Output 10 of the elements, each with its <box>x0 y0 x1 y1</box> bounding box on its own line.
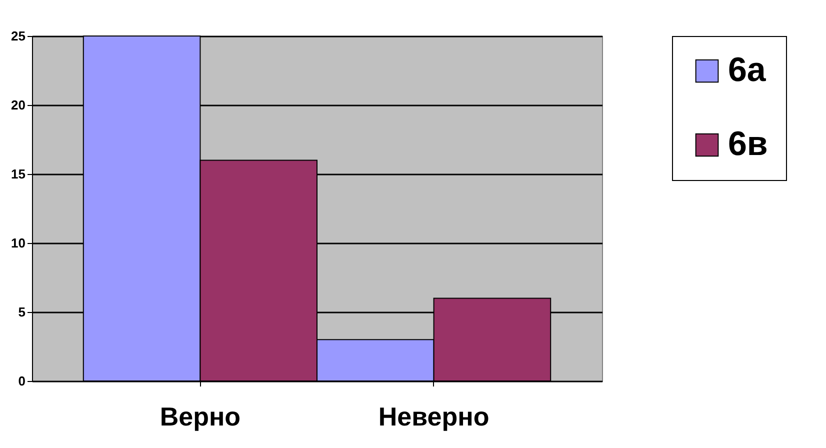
legend-label: 6в <box>728 125 768 163</box>
y-tick-label: 0 <box>18 374 26 388</box>
x-tick-label: Верно <box>160 402 241 432</box>
legend-label: 6а <box>728 51 767 89</box>
y-tick-label: 10 <box>11 236 26 250</box>
y-tick-label: 20 <box>11 98 26 112</box>
y-tick-label: 15 <box>11 166 26 182</box>
x-tick-label: Неверно <box>378 402 490 432</box>
y-tick-label: 5 <box>18 304 26 320</box>
y-tick-label: 25 <box>11 28 26 44</box>
